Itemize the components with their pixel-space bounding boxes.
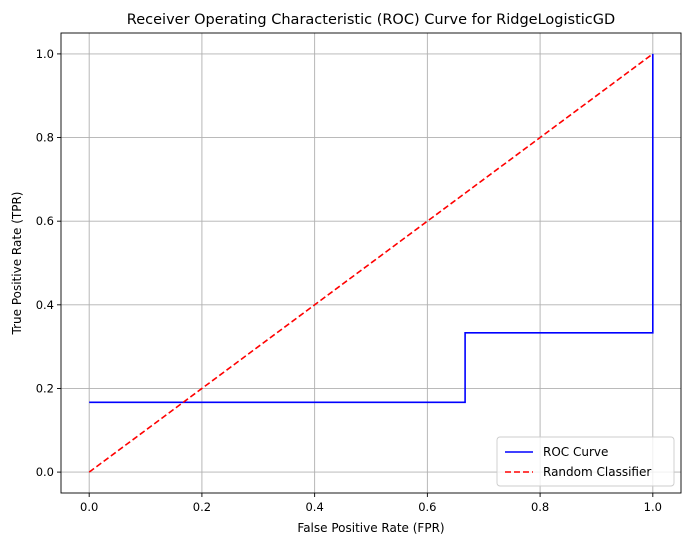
y-tick-label: 1.0 bbox=[36, 47, 54, 61]
x-axis-ticks: 0.0 0.2 0.4 0.6 0.8 1.0 bbox=[80, 493, 662, 514]
x-tick-label: 0.0 bbox=[80, 500, 98, 514]
y-axis-ticks: 0.0 0.2 0.4 0.6 0.8 1.0 bbox=[36, 47, 61, 479]
x-tick-label: 0.8 bbox=[531, 500, 549, 514]
plot-frame bbox=[60, 32, 682, 494]
x-tick-label: 0.2 bbox=[193, 500, 211, 514]
y-tick-label: 0.0 bbox=[36, 465, 54, 479]
legend-label-roc: ROC Curve bbox=[543, 445, 608, 459]
chart-title: Receiver Operating Characteristic (ROC) … bbox=[127, 12, 615, 28]
legend-label-random: Random Classifier bbox=[543, 465, 651, 479]
legend-box bbox=[496, 436, 675, 487]
y-tick-label: 0.6 bbox=[36, 214, 54, 228]
legend: ROC Curve Random Classifier bbox=[496, 436, 675, 487]
y-tick-label: 0.2 bbox=[36, 381, 54, 395]
x-axis-label: False Positive Rate (FPR) bbox=[297, 521, 444, 535]
x-tick-label: 1.0 bbox=[644, 500, 662, 514]
y-axis-label: True Positive Rate (TPR) bbox=[10, 192, 24, 336]
series-lines bbox=[88, 53, 654, 473]
random-classifier-line bbox=[88, 53, 654, 473]
y-tick-label: 0.4 bbox=[36, 298, 54, 312]
y-tick-label: 0.8 bbox=[36, 131, 54, 145]
roc-curve-line bbox=[89, 53, 654, 404]
x-tick-label: 0.6 bbox=[418, 500, 436, 514]
x-tick-label: 0.4 bbox=[305, 500, 323, 514]
